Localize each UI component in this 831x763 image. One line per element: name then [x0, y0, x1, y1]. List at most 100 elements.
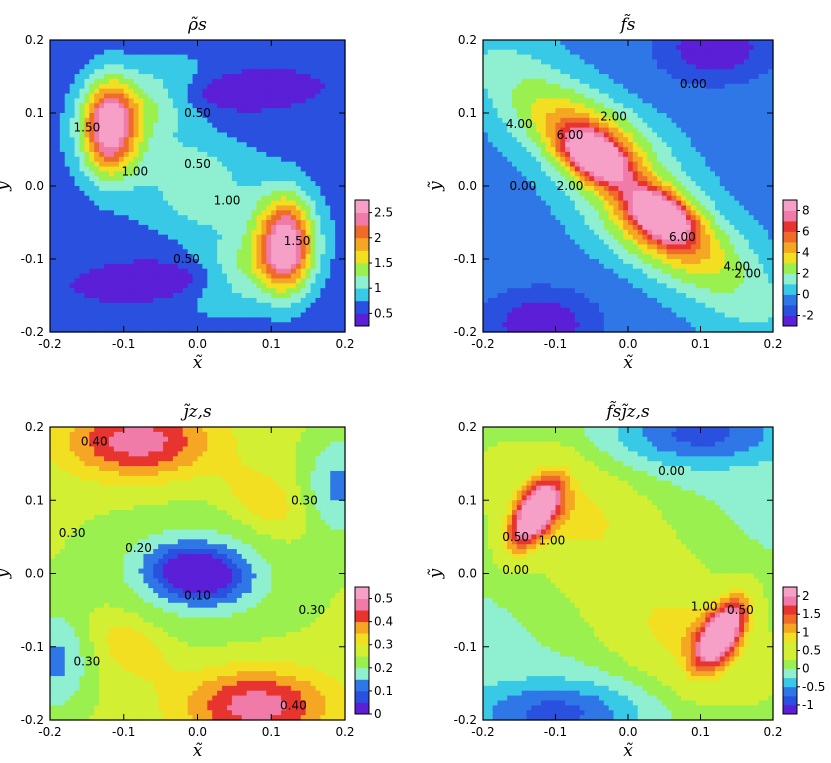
contour-cell: [546, 137, 551, 142]
contour-cell: [178, 123, 184, 128]
contour-cell: [89, 298, 95, 303]
contour-cell: [50, 303, 56, 308]
contour-cell: [517, 264, 522, 269]
contour-cell: [556, 298, 561, 303]
contour-cell: [527, 201, 532, 206]
contour-cell: [531, 313, 536, 318]
contour-cell: [168, 176, 174, 181]
contour-cell: [94, 45, 100, 50]
contour-cell: [527, 278, 532, 283]
contour-cell: [286, 74, 292, 79]
contour-cell: [512, 94, 517, 99]
contour-cell: [546, 64, 551, 69]
contour-cell: [212, 176, 218, 181]
contour-cell: [84, 308, 90, 313]
contour-cell: [498, 264, 503, 269]
contour-cell: [55, 259, 61, 264]
contour-cell: [119, 128, 125, 133]
contour-cell: [143, 123, 149, 128]
contour-cell: [560, 288, 565, 293]
contour-cell: [232, 244, 238, 249]
contour-cell: [296, 162, 302, 167]
contour-cell: [75, 298, 81, 303]
contour-cell: [84, 181, 90, 186]
contour-cell: [257, 308, 263, 313]
contour-cell: [158, 50, 164, 55]
contour-cell: [99, 186, 105, 191]
contour-cell: [498, 293, 503, 298]
contour-cell: [546, 293, 551, 298]
contour-cell: [134, 269, 140, 274]
contour-cell: [158, 118, 164, 123]
contour-cell: [276, 264, 282, 269]
contour-cell: [546, 298, 551, 303]
contour-cell: [65, 205, 71, 210]
contour-cell: [502, 244, 507, 249]
contour-cell: [536, 45, 541, 50]
contour-cell: [139, 118, 145, 123]
contour-cell: [261, 225, 267, 230]
contour-cell: [311, 278, 317, 283]
contour-cell: [50, 171, 56, 176]
contour-cell: [50, 98, 56, 103]
contour-cell: [124, 84, 130, 89]
contour-cell: [589, 69, 594, 74]
contour-cell: [330, 259, 336, 264]
contour-cell: [129, 103, 135, 108]
contour-cell: [266, 303, 272, 308]
contour-cell: [580, 298, 585, 303]
contour-cell: [585, 59, 590, 64]
contour-cell: [585, 84, 590, 89]
contour-cell: [498, 171, 503, 176]
contour-cell: [153, 322, 159, 327]
contour-cell: [80, 171, 86, 176]
contour-cell: [84, 152, 90, 157]
contour-cell: [589, 74, 594, 79]
contour-cell: [168, 322, 174, 327]
contour-cell: [335, 303, 341, 308]
contour-cell: [65, 283, 71, 288]
contour-cell: [330, 69, 336, 74]
contour-cell: [560, 171, 565, 176]
contour-cell: [541, 288, 546, 293]
contour-cell: [173, 283, 179, 288]
contour-cell: [483, 128, 488, 133]
contour-cell: [502, 108, 507, 113]
contour-cell: [541, 142, 546, 147]
contour-cell: [252, 186, 258, 191]
contour-cell: [301, 152, 307, 157]
contour-cell: [311, 74, 317, 79]
contour-cell: [330, 283, 336, 288]
contour-cell: [173, 55, 179, 60]
contour-cell: [89, 98, 95, 103]
contour-cell: [276, 298, 282, 303]
contour-cell: [493, 123, 498, 128]
contour-cell: [158, 103, 164, 108]
contour-cell: [237, 186, 243, 191]
contour-cell: [296, 89, 302, 94]
contour-cell: [139, 201, 145, 206]
contour-cell: [55, 45, 61, 50]
contour-cell: [89, 176, 95, 181]
contour-cell: [541, 64, 546, 69]
contour-cell: [247, 137, 253, 142]
contour-cell: [541, 220, 546, 225]
contour-cell: [247, 132, 253, 137]
contour-cell: [207, 215, 213, 220]
contour-cell: [271, 298, 277, 303]
contour-cell: [60, 313, 66, 318]
contour-cell: [261, 64, 267, 69]
contour-cell: [570, 74, 575, 79]
contour-cell: [183, 269, 189, 274]
contour-cell: [580, 171, 585, 176]
contour-cell: [335, 171, 341, 176]
contour-cell: [266, 317, 272, 322]
contour-cell: [551, 249, 556, 254]
contour-cell: [546, 98, 551, 103]
contour-cell: [261, 313, 267, 318]
contour-cell: [99, 74, 105, 79]
contour-cell: [89, 108, 95, 113]
contour-cell: [237, 167, 243, 172]
contour-cell: [153, 162, 159, 167]
contour-cell: [271, 113, 277, 118]
